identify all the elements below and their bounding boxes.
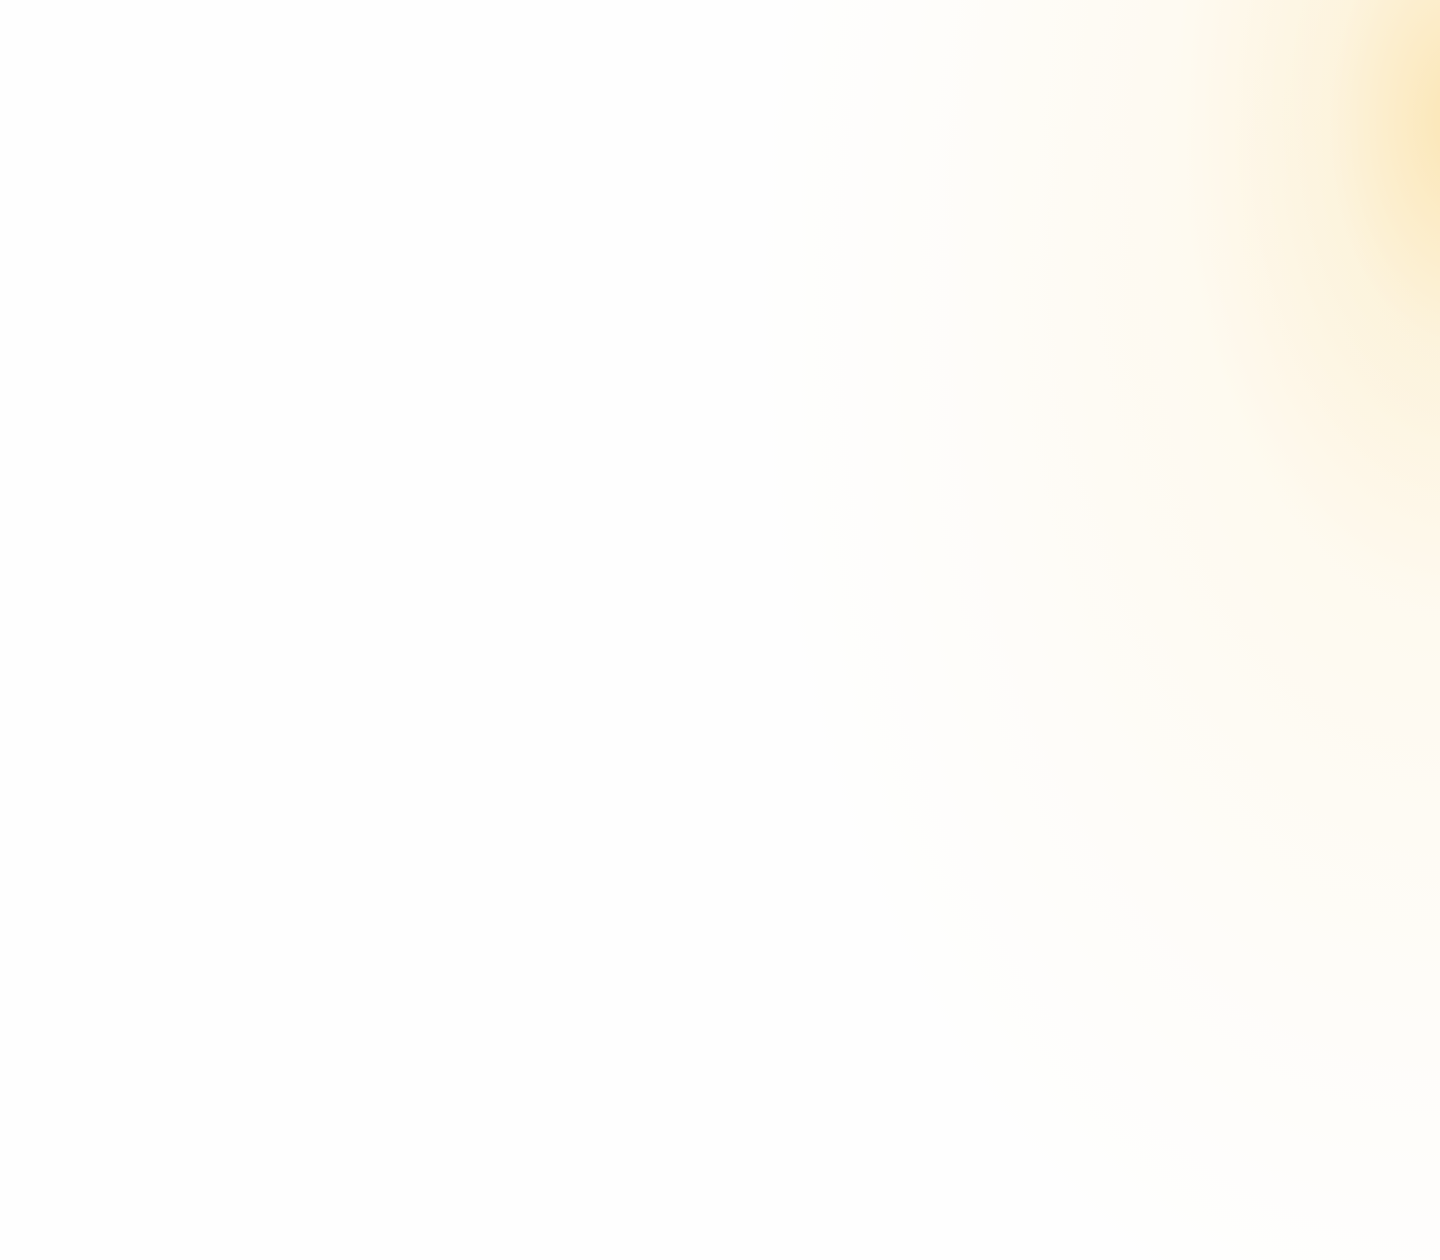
background xyxy=(0,0,1440,1260)
page: (() => { const data = JSON.parse(documen… xyxy=(0,0,1440,1260)
